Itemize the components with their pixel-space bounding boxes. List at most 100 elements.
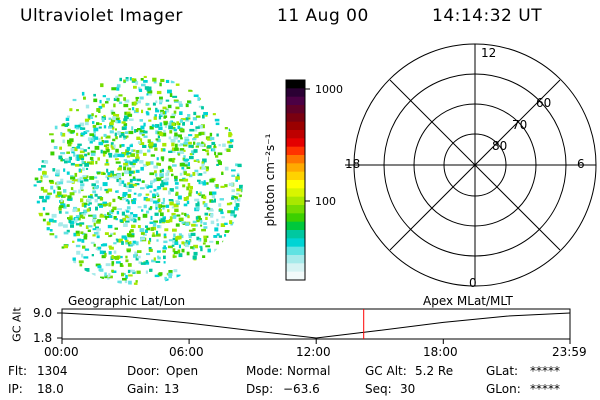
disk-pixel bbox=[153, 188, 157, 192]
disk-pixel bbox=[92, 228, 98, 231]
disk-pixel bbox=[100, 136, 103, 140]
disk-pixel bbox=[62, 123, 66, 126]
disk-pixel bbox=[167, 245, 173, 249]
disk-pixel bbox=[66, 151, 70, 154]
disk-pixel bbox=[179, 148, 185, 152]
disk-pixel bbox=[189, 156, 194, 160]
disk-pixel bbox=[129, 144, 133, 148]
disk-pixel bbox=[111, 111, 116, 115]
disk-pixel bbox=[76, 132, 79, 136]
disk-pixel bbox=[123, 103, 129, 108]
disk-pixel bbox=[163, 181, 169, 186]
disk-pixel bbox=[193, 141, 196, 145]
disk-pixel bbox=[76, 154, 81, 159]
disk-pixel bbox=[119, 144, 122, 148]
disk-pixel bbox=[114, 132, 117, 137]
disk-pixel bbox=[156, 239, 159, 242]
disk-pixel bbox=[124, 125, 127, 129]
disk-pixel bbox=[178, 122, 181, 126]
disk-pixel bbox=[80, 132, 86, 135]
disk-pixel bbox=[174, 143, 178, 148]
disk-pixel bbox=[167, 104, 172, 108]
disk-pixel bbox=[83, 256, 89, 259]
disk-pixel bbox=[136, 178, 141, 182]
disk-pixel bbox=[60, 132, 63, 136]
disk-pixel bbox=[217, 159, 221, 163]
disk-pixel bbox=[101, 118, 105, 122]
disk-pixel bbox=[160, 156, 165, 160]
disk-pixel bbox=[143, 130, 148, 134]
seq-label: Seq: bbox=[365, 382, 392, 396]
disk-pixel bbox=[162, 106, 167, 110]
disk-pixel bbox=[142, 213, 148, 218]
disk-pixel bbox=[92, 121, 95, 124]
disk-pixel bbox=[168, 239, 173, 242]
disk-pixel bbox=[183, 141, 189, 145]
colorbar-swatch bbox=[286, 121, 305, 131]
disk-pixel bbox=[116, 176, 121, 180]
disk-pixel bbox=[108, 235, 111, 238]
disk-pixel bbox=[216, 233, 220, 236]
gain-label: Gain: bbox=[127, 382, 159, 396]
disk-pixel bbox=[168, 168, 173, 172]
disk-pixel bbox=[158, 116, 162, 120]
disk-pixel bbox=[162, 197, 165, 202]
disk-pixel bbox=[89, 194, 93, 197]
dsp-label: Dsp: bbox=[246, 382, 274, 396]
disk-pixel bbox=[137, 193, 141, 197]
disk-pixel bbox=[125, 185, 130, 189]
disk-pixel bbox=[238, 194, 242, 198]
disk-pixel bbox=[224, 166, 229, 171]
disk-pixel bbox=[91, 113, 94, 117]
disk-pixel bbox=[94, 193, 98, 197]
disk-pixel bbox=[72, 98, 77, 102]
disk-pixel bbox=[155, 100, 158, 104]
disk-pixel bbox=[173, 135, 179, 140]
disk-pixel bbox=[235, 179, 238, 182]
disk-pixel bbox=[227, 210, 232, 214]
disk-pixel bbox=[109, 121, 114, 126]
disk-pixel bbox=[125, 199, 129, 202]
disk-pixel bbox=[169, 93, 173, 97]
disk-pixel bbox=[140, 232, 145, 235]
disk-pixel bbox=[110, 144, 114, 148]
disk-pixel bbox=[145, 161, 151, 166]
disk-pixel bbox=[133, 198, 137, 201]
disk-pixel bbox=[147, 149, 151, 153]
disk-pixel bbox=[171, 244, 175, 247]
disk-pixel bbox=[77, 217, 81, 221]
disk-pixel bbox=[218, 144, 221, 147]
disk-pixel bbox=[85, 225, 89, 229]
colorbar-unit-label: photon cm⁻²s⁻¹ bbox=[263, 133, 277, 227]
disk-pixel bbox=[143, 75, 147, 78]
disk-pixel bbox=[116, 153, 122, 157]
disk-pixel bbox=[41, 165, 46, 168]
disk-pixel bbox=[126, 111, 131, 116]
disk-pixel bbox=[99, 250, 104, 255]
disk-pixel bbox=[183, 178, 189, 182]
disk-pixel bbox=[92, 218, 96, 223]
disk-pixel bbox=[170, 80, 175, 84]
disk-pixel bbox=[162, 187, 168, 191]
disk-pixel bbox=[113, 216, 117, 220]
disk-pixel bbox=[194, 224, 198, 227]
disk-pixel bbox=[56, 181, 60, 185]
disk-pixel bbox=[209, 240, 214, 243]
disk-pixel bbox=[99, 197, 104, 201]
disk-pixel bbox=[87, 137, 93, 142]
disk-pixel bbox=[131, 149, 134, 153]
disk-pixel bbox=[110, 142, 114, 145]
disk-pixel bbox=[174, 132, 178, 137]
disk-pixel bbox=[101, 116, 106, 120]
disk-pixel bbox=[83, 96, 86, 100]
disk-pixel bbox=[139, 130, 143, 135]
disk-pixel bbox=[184, 243, 190, 248]
disk-pixel bbox=[204, 166, 208, 169]
disk-pixel bbox=[124, 131, 128, 134]
disk-pixel bbox=[167, 89, 172, 94]
colorbar-swatch bbox=[286, 230, 305, 239]
disk-pixel bbox=[179, 172, 183, 176]
disk-pixel bbox=[87, 152, 90, 156]
disk-pixel bbox=[197, 192, 201, 196]
disk-pixel bbox=[75, 215, 81, 218]
